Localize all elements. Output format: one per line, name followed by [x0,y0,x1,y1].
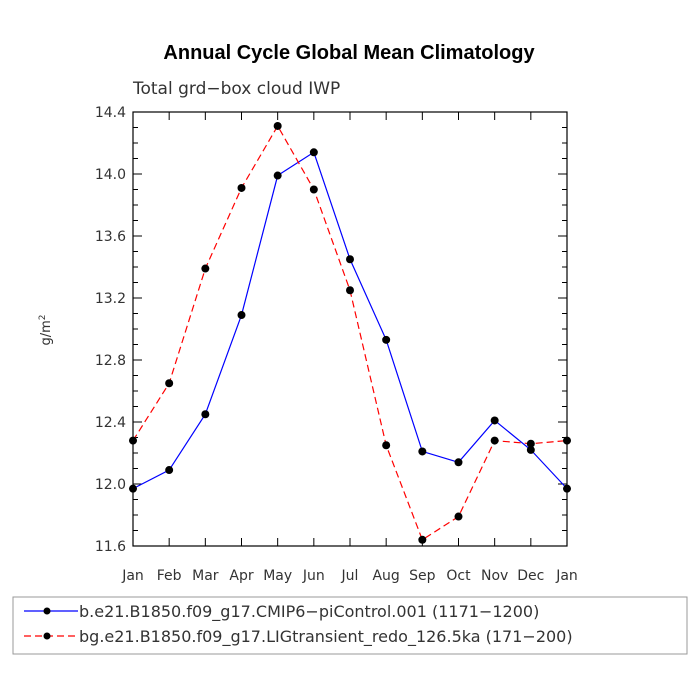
data-point-series-1 [563,484,571,493]
series-line-2 [132,124,568,541]
data-point-series-1 [273,171,282,180]
y-axis-label-superscript: 2 [38,314,48,320]
chart-subtitle: Total grd−box cloud IWP [132,79,340,99]
data-point-series-2 [490,436,499,445]
x-tick-label: May [263,568,292,584]
x-tick-label: Nov [481,568,508,584]
x-tick-label: Dec [517,568,544,584]
y-tick-label: 13.6 [95,229,126,245]
x-tick-label: Jan [555,568,578,584]
x-tick-label: Oct [446,568,471,584]
data-point-series-2 [454,512,463,521]
y-tick-label: 12.8 [95,353,126,369]
data-point-series-1 [346,255,354,264]
data-point-series-2 [273,121,282,130]
y-tick-label: 12.0 [95,477,126,493]
data-point-series-1 [165,466,174,475]
x-tick-label: Aug [372,568,399,584]
y-tick-label: 11.6 [95,539,126,555]
x-tick-label: Jun [302,568,325,584]
data-point-series-2 [129,436,137,445]
data-point-series-1 [201,410,210,419]
data-point-series-2 [309,185,318,194]
series-line-1 [132,151,568,490]
data-point-series-2 [201,264,210,273]
x-tick-label: Apr [229,568,253,584]
data-point-series-2 [237,183,246,192]
data-point-series-1 [490,416,499,425]
data-point-series-1 [382,335,391,344]
data-point-series-1 [237,311,246,320]
legend-label-1: b.e21.B1850.f09_g17.CMIP6−piControl.001 … [79,602,539,622]
plot-area: Jan Feb Mar Apr May Jun Jul Aug Sep Oct Nov Dec Jan 1… [95,105,578,584]
x-tick-label: Jul [341,568,359,584]
plot-frame [132,111,568,547]
data-point-series-2 [563,436,571,445]
data-point-series-1 [309,148,318,157]
x-tick-label: Feb [157,568,182,584]
legend-marker-2 [43,632,51,640]
x-tick-label: Mar [192,568,219,584]
y-axis-label-unit: g/m [39,320,54,345]
legend: b.e21.B1850.f09_g17.CMIP6−piControl.001 … [12,596,688,655]
y-tick-label: 13.2 [95,291,126,307]
legend-label-2: bg.e21.B1850.f09_g17.LIGtransient_redo_1… [79,627,573,647]
legend-frame [12,596,688,655]
data-point-series-1 [129,484,137,493]
data-point-series-2 [418,535,427,544]
data-point-series-2 [526,439,535,448]
data-point-series-2 [382,441,391,450]
y-axis-label: g/m2 [38,314,54,345]
legend-marker-1 [43,607,51,615]
x-tick-label: Sep [409,568,436,584]
data-point-series-1 [418,447,427,456]
y-tick-label: 14.4 [95,105,126,121]
data-point-series-1 [454,458,463,467]
x-tick-label: Jan [121,568,144,584]
data-point-series-2 [165,379,174,388]
chart-title: Annual Cycle Global Mean Climatology [163,42,535,64]
data-point-series-2 [346,286,354,295]
y-tick-label: 12.4 [95,415,126,431]
data-point-series-1 [526,445,535,454]
y-tick-label: 14.0 [95,167,126,183]
